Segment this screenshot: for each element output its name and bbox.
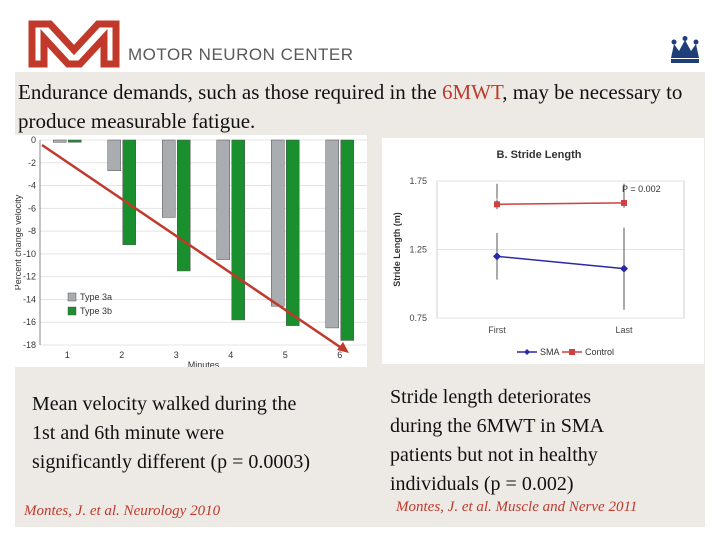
x-tick-label: 3 [174,350,179,360]
data-point [621,199,627,206]
bar [325,139,339,329]
legend-marker [524,349,530,355]
caption-right-line: patients but not in healthy [390,444,598,466]
stride-length-chart: B. Stride Length 1.75 1.25 0.75 Stride Lengt… [382,138,704,364]
y-tick-label: 0 [31,135,36,145]
y-tick-label: -12 [23,272,36,282]
y-tick-label: 0.75 [409,313,427,323]
bar [231,139,245,321]
x-tick-label: 2 [119,350,124,360]
legend-marker [569,349,575,355]
brand-name: MOTOR NEURON CENTER [128,45,354,64]
p-value-annotation: P = 0.002 [622,184,661,194]
bar [271,139,285,307]
caption-right-line: Stride length deteriorates [390,386,592,408]
chart-background [15,135,367,367]
legend-swatch [67,292,77,302]
y-tick-label: -14 [23,294,36,304]
x-tick-label: 1 [65,350,70,360]
caption-left-line: 1st and 6th minute were [32,422,225,444]
y-tick-label: -18 [23,340,36,350]
legend-label: Type 3a [80,292,112,302]
bar [68,139,82,143]
x-tick-label: 4 [228,350,233,360]
y-tick-label: -16 [23,317,36,327]
series-line [496,202,625,206]
data-point [493,252,501,261]
y-axis-title: Stride Length (m) [392,212,402,287]
y-tick-label: -10 [23,249,36,259]
caption-right-line: individuals (p = 0.002) [390,473,574,495]
y-tick-label: -2 [28,158,36,168]
y-tick-label: -4 [28,181,36,191]
caption-right-line: during the 6MWT in SMA [390,415,605,437]
bar [340,139,354,341]
crown-icon [671,36,699,63]
series-line [496,255,625,270]
x-tick-label: First [488,325,506,335]
data-point [494,201,500,208]
x-tick-label: 5 [283,350,288,360]
caption-left-line: significantly different (p = 0.0003) [32,451,311,473]
velocity-bar-chart: 0 -2 -4 -6 -8 -10 -12 -14 -16 -18 1 2 3 4 5 6 Minutes Per… [15,135,367,367]
reference-right: Montes, J. et al. Muscle and Nerve 2011 [396,499,638,515]
bar [216,139,230,260]
heading-part-1: Endurance demands, such as those require… [18,80,442,104]
bar [53,139,67,143]
caption-left-line: Mean velocity walked during the [32,393,297,415]
bar [122,139,136,246]
legend-label: SMA [540,347,560,357]
y-tick-label: -6 [28,203,36,213]
y-axis-title: Percent change velocity [15,194,23,290]
bar [286,139,300,326]
slide-heading: Endurance demands, such as those require… [18,78,698,136]
bar [177,139,191,272]
bar [107,139,121,171]
y-tick-label: 1.75 [409,176,427,186]
reference-left: Montes, J. et al. Neurology 2010 [24,503,221,519]
logo-mark-icon [28,20,120,68]
y-tick-label: -8 [28,226,36,236]
bar [162,139,176,218]
heading-highlight: 6MWT [441,80,503,104]
caption-right: Stride length deteriorates during the 6M… [390,383,604,499]
caption-left: Mean velocity walked during the 1st and … [32,390,310,477]
y-tick-label: 1.25 [409,245,427,255]
chart-title: B. Stride Length [497,149,582,161]
legend-swatch [67,306,77,316]
legend-label: Control [585,347,614,357]
heading-part-2: , may be necessary to produce measurable… [18,80,683,133]
x-axis-title: Minutes [188,360,220,367]
trend-arrow-head [337,342,349,353]
data-point [620,264,628,273]
x-tick-label: 6 [337,350,342,360]
legend-label: Type 3b [80,306,112,316]
trend-arrow [41,143,344,351]
x-tick-label: Last [615,325,633,335]
